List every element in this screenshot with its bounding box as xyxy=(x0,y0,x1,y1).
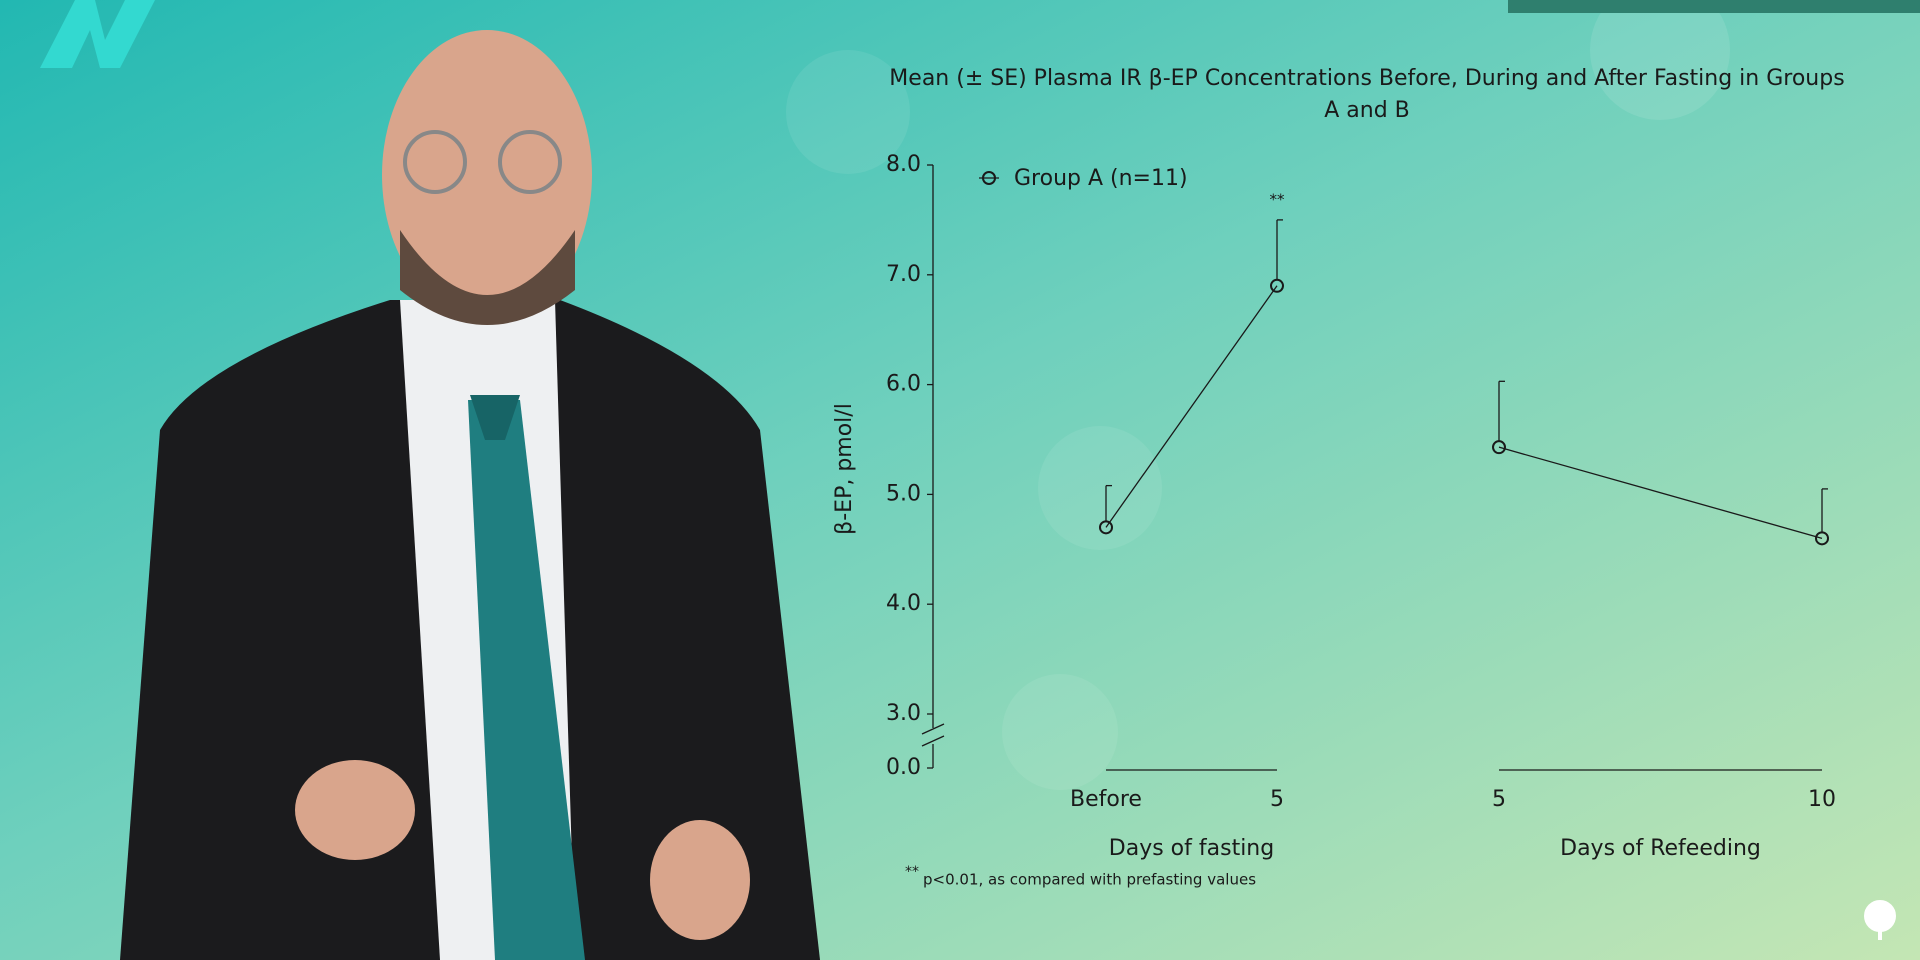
presenter xyxy=(120,30,820,960)
bokeh xyxy=(786,50,910,174)
head xyxy=(382,30,592,320)
y-axis-label: β-EP, pmol/l xyxy=(832,403,857,535)
footnote-marker: ** xyxy=(905,864,919,880)
title-line: A and B xyxy=(1324,98,1410,123)
legend-marker xyxy=(982,171,996,185)
data-point xyxy=(1270,278,1284,293)
glasses xyxy=(403,130,467,194)
data-point xyxy=(1815,531,1829,546)
logo xyxy=(40,0,155,68)
y-tick-label: 6.0 xyxy=(886,372,921,397)
bokeh xyxy=(1038,426,1162,550)
y-tick-label: 0.0 xyxy=(886,755,921,780)
x-group-label: Days of fasting xyxy=(1109,836,1274,861)
tie xyxy=(468,400,585,960)
tie-knot xyxy=(470,395,520,440)
x-tick-label: 5 xyxy=(1270,787,1284,812)
beard xyxy=(400,230,575,325)
top-bar xyxy=(1508,0,1920,13)
annotation: ** xyxy=(1270,190,1286,208)
hand xyxy=(650,820,750,940)
x-tick-label: Before xyxy=(1070,787,1142,812)
data-point xyxy=(1099,520,1113,535)
bokeh xyxy=(1002,674,1118,790)
series-line xyxy=(1105,285,1823,539)
axis-break xyxy=(921,723,945,735)
y-tick-label: 3.0 xyxy=(886,701,921,726)
y-tick-label: 7.0 xyxy=(886,262,921,287)
data-point xyxy=(1492,440,1506,455)
hand xyxy=(295,760,415,860)
axis-break xyxy=(921,735,945,747)
x-tick-label: 5 xyxy=(1492,787,1506,812)
legend-label: Group A (n=11) xyxy=(1014,166,1188,191)
watermark-icon xyxy=(1864,900,1897,940)
footnote: p<0.01, as compared with prefasting valu… xyxy=(923,871,1256,889)
bokeh xyxy=(1590,0,1730,120)
glasses xyxy=(498,130,562,194)
x-tick-label: 10 xyxy=(1808,787,1836,812)
y-tick-label: 8.0 xyxy=(886,152,921,177)
y-tick-label: 4.0 xyxy=(886,591,921,616)
title-line: Mean (± SE) Plasma IR β-EP Concentration… xyxy=(889,66,1844,91)
chart-title: Mean (± SE) Plasma IR β-EP Concentration… xyxy=(889,66,1844,123)
x-group-label: Days of Refeeding xyxy=(1560,836,1761,861)
y-tick-label: 5.0 xyxy=(886,481,921,506)
